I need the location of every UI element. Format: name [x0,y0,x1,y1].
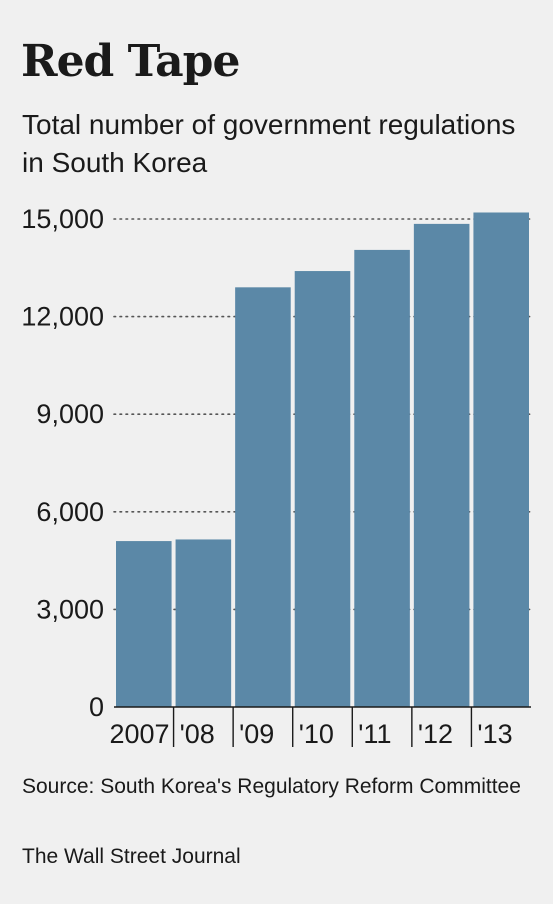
x-tick-label: '12 [418,719,453,749]
x-tick-label: '09 [239,719,274,749]
x-tick-label: 2007 [109,719,169,749]
y-axis-ticks: 0 3,000 6,000 9,000 12,000 15,000 [21,204,104,722]
y-tick-label: 3,000 [36,594,104,624]
bar [116,541,172,707]
y-tick-label: 6,000 [36,497,104,527]
x-tick-label: '11 [358,719,391,749]
x-tick-label: '13 [477,719,512,749]
publisher-credit: The Wall Street Journal [22,845,241,868]
bar [413,223,470,707]
bars [116,212,529,707]
source-note: Source: South Korea's Regulatory Reform … [22,775,521,798]
chart-title: Red Tape [21,36,240,87]
bar [354,249,410,707]
x-tick-label: '08 [180,719,215,749]
y-tick-label: 9,000 [36,399,104,429]
bar [235,287,291,707]
y-tick-label: 0 [89,692,104,722]
chart-subtitle: Total number of government regulations i… [22,109,516,178]
x-axis-ticks: 2007 '08 '09 '10 '11 '12 '13 [109,706,531,749]
bar [473,212,529,707]
y-tick-label: 15,000 [21,204,104,234]
bar [294,271,351,707]
x-tick-label: '10 [299,719,334,749]
bar [175,539,232,707]
y-tick-label: 12,000 [21,302,104,332]
